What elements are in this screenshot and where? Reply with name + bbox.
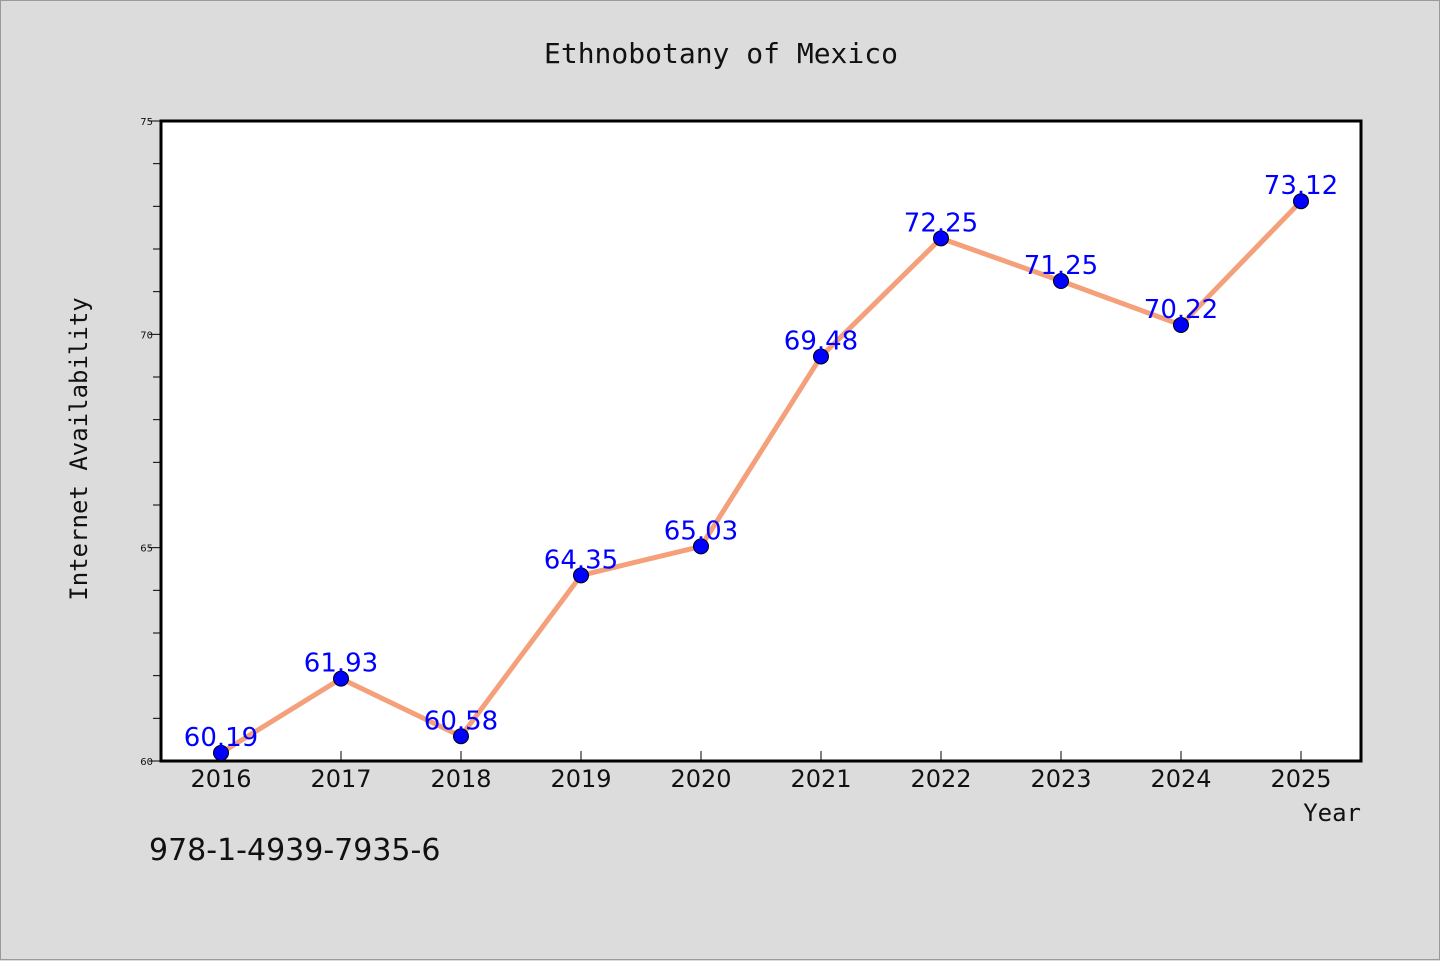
y-tick-label: 70	[140, 330, 153, 341]
data-label: 60.58	[424, 706, 498, 736]
y-tick-label: 60	[140, 757, 153, 768]
data-point	[1293, 193, 1309, 210]
x-tick-label: 2023	[1030, 765, 1091, 793]
data-label: 70.22	[1144, 295, 1218, 325]
data-label: 65.03	[664, 516, 738, 546]
data-label: 73.12	[1264, 171, 1338, 201]
isbn-text: 978-1-4939-7935-6	[149, 833, 441, 868]
y-axis-label: Internet Availability	[65, 297, 93, 600]
data-labels: 60.19 61.93 60.58 64.35 65.03 69.48 72.25 71.25…	[184, 171, 1338, 753]
data-point	[573, 567, 589, 584]
data-point	[213, 744, 229, 761]
y-tick-label: 75	[140, 117, 153, 128]
data-label: 69.48	[784, 327, 858, 357]
data-point	[453, 728, 469, 745]
x-tick-label: 2025	[1270, 765, 1331, 793]
data-point	[693, 538, 709, 555]
x-axis-ticks: 2016 2017 2018 2019 2020 2021 2022 2023 2024 2025	[190, 751, 1332, 793]
series-line	[218, 198, 1304, 756]
x-tick-label: 2020	[670, 765, 731, 793]
data-label: 64.35	[544, 545, 618, 575]
data-label: 71.25	[1024, 251, 1098, 281]
data-label: 61.93	[304, 649, 378, 679]
data-label: 60.19	[184, 723, 258, 753]
data-markers	[213, 193, 1309, 761]
data-point	[1053, 273, 1069, 289]
x-tick-label: 2018	[430, 765, 491, 793]
data-point	[1173, 316, 1189, 333]
plot-area	[159, 119, 1363, 763]
x-tick-label: 2022	[910, 765, 971, 793]
y-tick-label: 65	[140, 544, 153, 555]
x-axis-label: Year	[1303, 799, 1361, 827]
data-label: 72.25	[904, 208, 978, 238]
x-tick-label: 2021	[790, 765, 851, 793]
x-tick-label: 2016	[190, 765, 251, 793]
data-point	[333, 670, 349, 687]
chart-title: Ethnobotany of Mexico	[544, 37, 898, 70]
x-tick-label: 2024	[1150, 765, 1211, 793]
x-tick-label: 2019	[550, 765, 611, 793]
x-tick-label: 2017	[310, 765, 371, 793]
y-axis-ticks: 60 65 70 75	[140, 117, 161, 768]
data-point	[933, 230, 949, 247]
data-point	[813, 348, 829, 365]
